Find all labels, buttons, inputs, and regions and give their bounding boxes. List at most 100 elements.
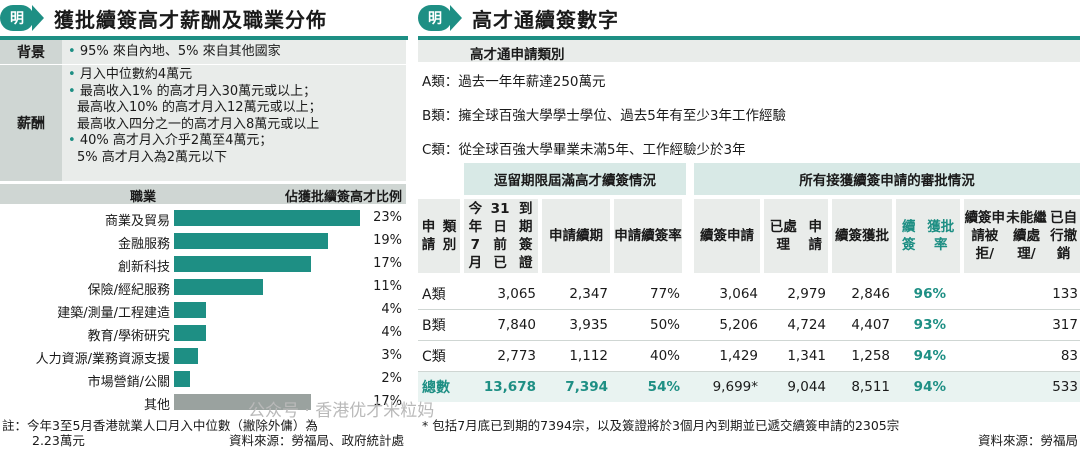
column-header: 續簽 獲批 xyxy=(832,199,892,273)
bar-row: 教育/學術研究 4% xyxy=(0,321,406,344)
right-source: 資料來源：勞福局 xyxy=(977,433,1078,448)
row-divider xyxy=(418,340,1080,341)
total-row-bg xyxy=(418,372,1080,402)
table-row-label: 總數 xyxy=(422,380,450,396)
bar-row: 商業及貿易 23% xyxy=(0,206,406,229)
table-cell: 2,979 xyxy=(787,286,826,302)
arrow-icon xyxy=(32,5,44,31)
bar xyxy=(174,348,199,364)
category-a: A類：過去一年年薪達250萬元 xyxy=(422,74,606,90)
bar xyxy=(174,394,312,410)
row-divider xyxy=(418,371,1080,372)
bar-category-label: 建築/測量/工程建造 xyxy=(57,306,170,321)
table-cell: 4,724 xyxy=(787,317,826,333)
bar-category-label: 人力資源/業務資源支援 xyxy=(35,352,170,367)
bar-value-label: 17% xyxy=(373,394,402,409)
ming-badge-icon: 明 xyxy=(418,5,452,31)
group-header-all: 所有接獲續簽申請的審批情況 xyxy=(694,163,1080,195)
category-b: B類：擁全球百強大學學士學位、過去5年有至少3年工作經驗 xyxy=(422,108,786,124)
title-rule xyxy=(0,36,408,40)
table-cell: 7,394 xyxy=(565,379,608,395)
bar-value-label: 4% xyxy=(381,325,402,340)
background-row: 背景 • 95% 來自內地、5% 來自其他國家 xyxy=(0,40,406,65)
table-cell: 96% xyxy=(913,286,946,302)
table-cell: 2,773 xyxy=(497,348,536,364)
table-cell: 3,935 xyxy=(569,317,608,333)
column-header: 申請 續簽率 xyxy=(614,199,682,273)
salary-item: • 40% 高才月入介乎2萬至4萬元； xyxy=(68,133,273,148)
table-cell: 9,044 xyxy=(787,379,826,395)
table-cell: 3,065 xyxy=(497,286,536,302)
category-subtitle: 高才通申請類別 xyxy=(418,40,1080,63)
bar-category-label: 保險/經紀服務 xyxy=(87,283,170,298)
bar-value-label: 23% xyxy=(373,210,402,225)
table-cell: 1,112 xyxy=(569,348,608,364)
bar xyxy=(174,233,328,249)
bar-value-label: 19% xyxy=(373,233,402,248)
bar-category-label: 教育/學術研究 xyxy=(87,329,170,344)
table-cell: 13,678 xyxy=(483,379,536,395)
salary-value: • 月入中位數約4萬元 • 最高收入1% 的高才月入30萬元或以上； 最高收入1… xyxy=(62,65,406,181)
bar xyxy=(174,302,207,318)
bar-category-label: 創新科技 xyxy=(117,260,170,275)
table-cell: 83 xyxy=(1060,348,1078,364)
watermark: 公众号 · 香港优才米粒妈 xyxy=(248,401,435,421)
bar xyxy=(174,256,312,272)
table-cell: 317 xyxy=(1052,317,1078,333)
bar xyxy=(174,325,207,341)
right-title: 高才通續簽數字 xyxy=(472,7,619,32)
background-label: 背景 xyxy=(0,40,62,64)
bar-value-label: 2% xyxy=(381,371,402,386)
left-header: 明 獲批續簽高才薪酬及職業分佈 xyxy=(0,4,327,32)
bar-value-label: 17% xyxy=(373,256,402,271)
title-rule xyxy=(418,36,1080,40)
salary-item: • 月入中位數約4萬元 xyxy=(68,67,193,82)
table-row-label: C類 xyxy=(422,349,446,365)
bar-row: 創新科技 17% xyxy=(0,252,406,275)
bullet-icon: • xyxy=(68,44,80,59)
left-title: 獲批續簽高才薪酬及職業分佈 xyxy=(54,7,327,32)
bar-value-label: 4% xyxy=(381,302,402,317)
bar-value-label: 11% xyxy=(373,279,402,294)
bar-category-label: 商業及貿易 xyxy=(104,214,170,229)
table-cell: 2,347 xyxy=(569,286,608,302)
row-divider xyxy=(418,309,1080,310)
info-table: 背景 • 95% 來自內地、5% 來自其他國家 薪酬 • 月入中位數約4萬元 •… xyxy=(0,40,406,182)
chart-ylabel: 佔獲批續簽高才比例 xyxy=(284,190,402,205)
table-row-label: B類 xyxy=(422,318,446,334)
column-header: 續簽 獲批率 xyxy=(896,199,960,273)
bar-category-label: 金融服務 xyxy=(117,237,170,252)
table-cell: 50% xyxy=(649,317,680,333)
table-cell: 8,511 xyxy=(851,379,890,395)
table-cell: 9,699* xyxy=(712,379,758,395)
salary-row: 薪酬 • 月入中位數約4萬元 • 最高收入1% 的高才月入30萬元或以上； 最高… xyxy=(0,65,406,182)
table-cell: 94% xyxy=(913,379,946,395)
bar-category-label: 市場營銷/公關 xyxy=(87,375,170,390)
salary-label: 薪酬 xyxy=(0,65,62,181)
left-source: 資料來源：勞福局、政府統計處 xyxy=(228,433,404,448)
column-header: 申請 類別 xyxy=(418,199,460,273)
table-cell: 1,341 xyxy=(787,348,826,364)
arrow-icon xyxy=(450,5,462,31)
ming-badge-icon: 明 xyxy=(0,5,34,31)
bar-category-label: 其他 xyxy=(143,398,170,413)
column-header: 申請 續期 xyxy=(542,199,610,273)
table-cell: 2,846 xyxy=(851,286,890,302)
table-cell: 4,407 xyxy=(851,317,890,333)
table-cell: 7,840 xyxy=(497,317,536,333)
table-cell: 1,258 xyxy=(851,348,890,364)
background-value: • 95% 來自內地、5% 來自其他國家 xyxy=(68,44,281,59)
table-cell: 54% xyxy=(647,379,680,395)
bar xyxy=(174,371,191,387)
table-cell: 77% xyxy=(649,286,680,302)
table-cell: 94% xyxy=(913,348,946,364)
bar-row: 其他 17% xyxy=(0,390,406,413)
column-header: 今年7月 31日前已 到期簽證 xyxy=(464,199,538,273)
bar-row: 金融服務 19% xyxy=(0,229,406,252)
salary-item: • 最高收入1% 的高才月入30萬元或以上； xyxy=(68,83,317,99)
bar-row: 市場營銷/公關 2% xyxy=(0,367,406,390)
category-c: C類：從全球百強大學畢業未滿5年、工作經驗少於3年 xyxy=(422,142,746,158)
table-cell: 3,064 xyxy=(719,286,758,302)
table-cell: 1,429 xyxy=(719,348,758,364)
table-cell: 93% xyxy=(913,317,946,333)
